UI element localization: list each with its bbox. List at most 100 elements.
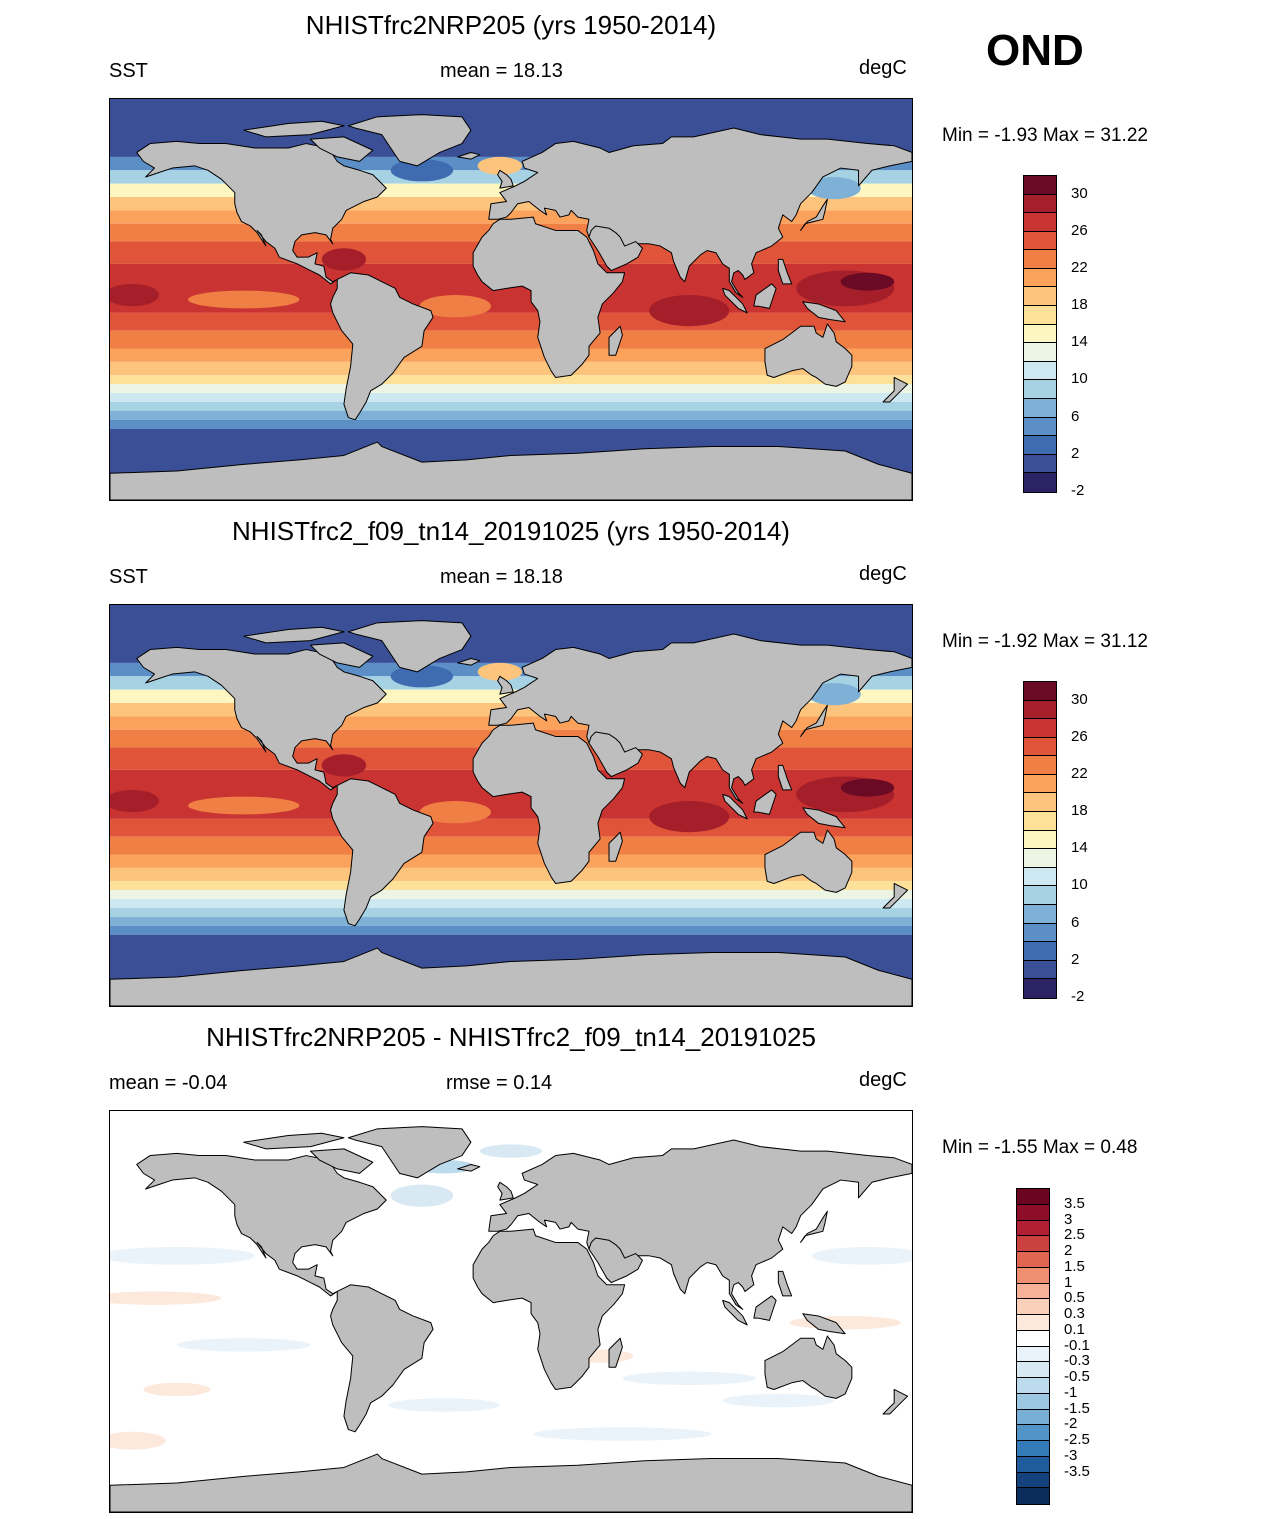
sst-contour-region <box>321 754 367 777</box>
colorbar-segment <box>1024 849 1056 868</box>
panel-2-variable-label: SST <box>109 566 148 588</box>
sst-contour-band <box>110 881 912 891</box>
colorbar-tick-label: 1 <box>1064 1273 1073 1291</box>
colorbar-tick-label: 30 <box>1071 184 1088 202</box>
panel-3-rmse-label: rmse = 0.14 <box>446 1072 553 1094</box>
landmass-new-zealand <box>882 882 909 909</box>
panel-2-title: NHISTfrc2_f09_tn14_20191025 (yrs 1950-20… <box>232 516 790 546</box>
colorbar-segment <box>1017 1315 1049 1331</box>
landmass-madagascar <box>608 325 623 356</box>
panel-1-variable-label: SST <box>109 60 148 82</box>
colorbar-tick-label: 14 <box>1071 839 1088 857</box>
colorbar-segment <box>1024 756 1056 775</box>
diff-contour-region <box>110 1431 166 1450</box>
colorbar-segment <box>1017 1456 1049 1473</box>
colorbar-segment <box>1024 194 1056 214</box>
colorbar-tick-label: -0.5 <box>1064 1368 1090 1385</box>
sst-contour-region <box>321 248 367 271</box>
colorbar-tick-label: -2.5 <box>1064 1431 1090 1448</box>
landmass-australia <box>764 323 853 387</box>
sst-contour-band <box>110 854 912 868</box>
landmass-north-america <box>136 140 387 285</box>
colorbar-tick-label: 26 <box>1071 221 1088 239</box>
colorbar-segment <box>1024 361 1056 381</box>
landmass-uk <box>497 675 514 695</box>
colorbar-tick-label: 2 <box>1071 950 1080 968</box>
landmass-arabia <box>588 1237 643 1284</box>
colorbar-segment <box>1017 1299 1049 1315</box>
landmass-arabia <box>588 225 643 272</box>
panel-1-sst-map <box>109 98 913 501</box>
landmass-south-america <box>330 1284 434 1433</box>
colorbar-tick-label: 0.3 <box>1064 1305 1085 1322</box>
sst-contour-band <box>110 375 912 385</box>
panel-2-mean-label: mean = 18.18 <box>440 566 563 588</box>
colorbar-segment <box>1024 886 1056 905</box>
colorbar-segment <box>1024 793 1056 813</box>
landmass-baffin <box>309 136 374 162</box>
panel-2-minmax: Min = -1.92 Max = 31.12 <box>942 631 1148 652</box>
sst-contour-region <box>390 665 454 688</box>
sst-contour-region <box>649 295 730 327</box>
landmass-uk <box>497 1181 514 1201</box>
landmass-new-guinea <box>802 807 846 829</box>
sst-contour-region <box>477 156 523 175</box>
colorbar-segment <box>1017 1393 1049 1410</box>
panel-2-colorbar-labels: 30 26 22 18 14 10 6 2 -2 <box>1071 681 1131 1005</box>
panel-2-sst-map <box>109 604 913 1007</box>
landmass-baffin <box>309 1148 374 1174</box>
landmass-japan <box>800 198 828 231</box>
colorbar-tick-label: 0.5 <box>1064 1289 1085 1307</box>
panel-3-minmax: Min = -1.55 Max = 0.48 <box>942 1137 1138 1158</box>
diff-contour-region <box>390 1184 454 1207</box>
colorbar-segment <box>1017 1267 1049 1284</box>
colorbar-tick-label: 18 <box>1071 802 1088 820</box>
colorbar-segment <box>1024 417 1056 437</box>
landmass-japan <box>800 704 828 737</box>
colorbar-segment <box>1017 1252 1049 1268</box>
colorbar-segment <box>1024 830 1056 850</box>
sst-contour-region <box>110 789 160 813</box>
sst-contour-band <box>110 330 912 349</box>
colorbar-segment <box>1024 473 1056 492</box>
landmass-iceland <box>457 1163 481 1172</box>
sst-contour-region <box>390 159 454 182</box>
landmass-arctic-islands <box>243 1132 345 1150</box>
colorbar-segment <box>1024 268 1056 288</box>
sst-contour-band <box>110 836 912 855</box>
panel-3-colorbar-labels: 3.5 3 2.5 2 1.5 1 0.5 0.3 0.1 -0.1 -0.3 -0.5 -1 -1.5-… <box>1064 1188 1124 1505</box>
colorbar-tick-label: 30 <box>1071 690 1088 708</box>
landmass-north-america <box>136 646 387 791</box>
panel-1-title: NHISTfrc2NRP205 (yrs 1950-2014) <box>305 10 717 40</box>
colorbar-segment <box>1024 436 1056 455</box>
landmass-arctic-islands <box>243 120 345 138</box>
sst-contour-band <box>110 925 912 935</box>
sst-contour-band <box>110 384 912 394</box>
diff-contour-region <box>110 1291 222 1305</box>
landmass-greenland <box>347 114 472 167</box>
landmass-iceland <box>457 657 481 666</box>
panel-3-title: NHISTfrc2NRP205 - NHISTfrc2_f09_tn14_201… <box>206 1022 816 1052</box>
sst-contour-band <box>110 907 912 917</box>
colorbar-tick-label: 22 <box>1071 764 1088 782</box>
colorbar-tick-label: 6 <box>1071 407 1080 425</box>
landmass-philippines <box>777 258 793 285</box>
landmass-eurasia <box>488 1139 912 1310</box>
sst-contour-band <box>110 348 912 362</box>
colorbar-tick-label: -1 <box>1064 1383 1078 1401</box>
landmass-sumatra <box>722 1299 748 1326</box>
sst-contour-band <box>110 890 912 900</box>
colorbar-segment <box>1024 380 1056 399</box>
landmass-baffin <box>309 642 374 668</box>
colorbar-segment <box>1024 176 1056 195</box>
colorbar-tick-label: -2 <box>1071 482 1085 499</box>
colorbar-tick-label: 3 <box>1064 1210 1073 1228</box>
sst-contour-band <box>110 867 912 882</box>
colorbar-segment <box>1024 682 1056 701</box>
landmass-philippines <box>777 1270 793 1297</box>
colorbar-segment <box>1024 942 1056 961</box>
landmass-new-guinea <box>802 1313 846 1335</box>
sst-contour-region <box>840 272 895 291</box>
landmass-new-guinea <box>802 301 846 323</box>
landmass-antarctica <box>110 1453 912 1512</box>
